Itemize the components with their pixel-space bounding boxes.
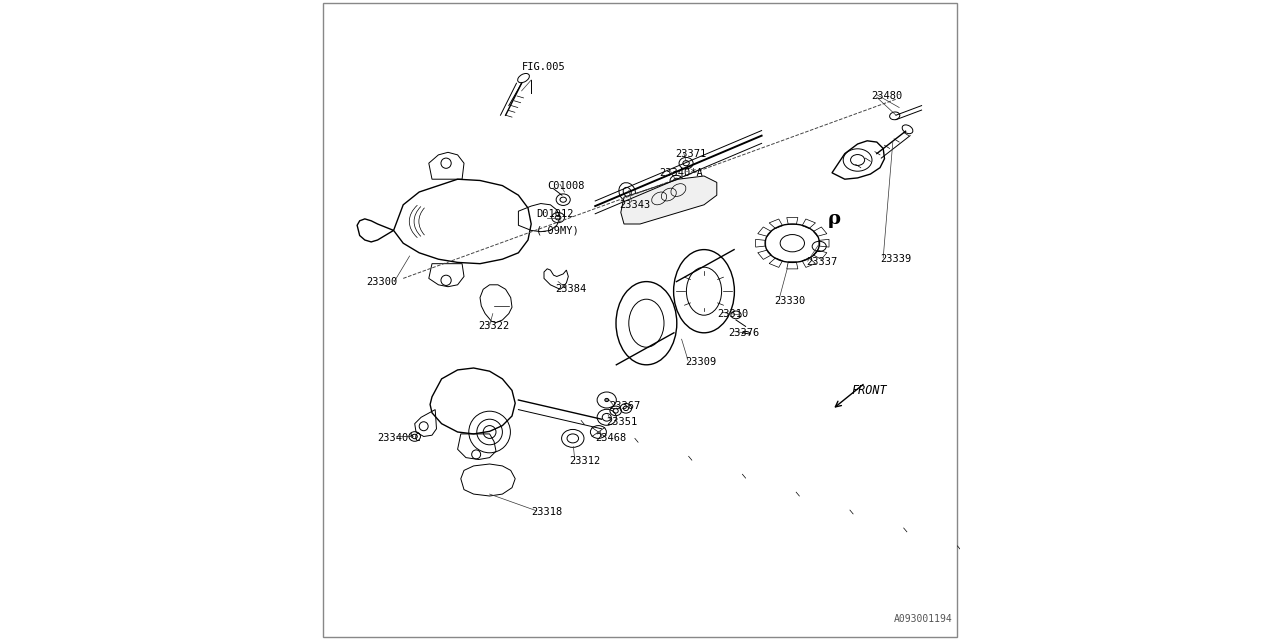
Text: 23371: 23371	[676, 148, 707, 159]
Text: ρ: ρ	[828, 210, 841, 228]
Polygon shape	[621, 176, 717, 224]
Text: 23339: 23339	[881, 254, 911, 264]
Text: 23340*A: 23340*A	[659, 168, 703, 178]
Text: A093001194: A093001194	[893, 614, 952, 624]
Text: 23318: 23318	[531, 507, 562, 517]
Text: 23468: 23468	[595, 433, 626, 444]
Text: 23312: 23312	[570, 456, 600, 466]
Text: 23340*C: 23340*C	[378, 433, 421, 444]
Text: FRONT: FRONT	[851, 384, 887, 397]
Text: 23343: 23343	[620, 200, 650, 210]
Text: 23480: 23480	[872, 91, 902, 101]
Text: 23376: 23376	[728, 328, 759, 338]
Text: 23309: 23309	[685, 356, 716, 367]
Text: 23300: 23300	[366, 276, 397, 287]
Text: D01012: D01012	[536, 209, 573, 220]
Text: C01008: C01008	[548, 180, 585, 191]
Text: 23384: 23384	[556, 284, 586, 294]
Text: FIG.005: FIG.005	[522, 62, 566, 72]
Text: 23351: 23351	[607, 417, 637, 428]
Text: (-09MY): (-09MY)	[536, 225, 580, 236]
Text: 23310: 23310	[717, 308, 748, 319]
Text: 23337: 23337	[806, 257, 837, 268]
Text: 23330: 23330	[774, 296, 805, 306]
Text: 23322: 23322	[479, 321, 509, 332]
Ellipse shape	[605, 398, 609, 402]
Text: 23367: 23367	[609, 401, 640, 412]
